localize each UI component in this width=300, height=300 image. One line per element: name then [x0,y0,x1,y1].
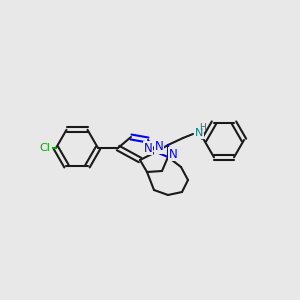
Text: N: N [169,148,177,160]
Text: H: H [200,122,206,131]
Text: N: N [144,142,152,154]
Text: N: N [154,140,164,154]
Text: N: N [195,128,203,138]
Text: Cl: Cl [40,143,50,153]
